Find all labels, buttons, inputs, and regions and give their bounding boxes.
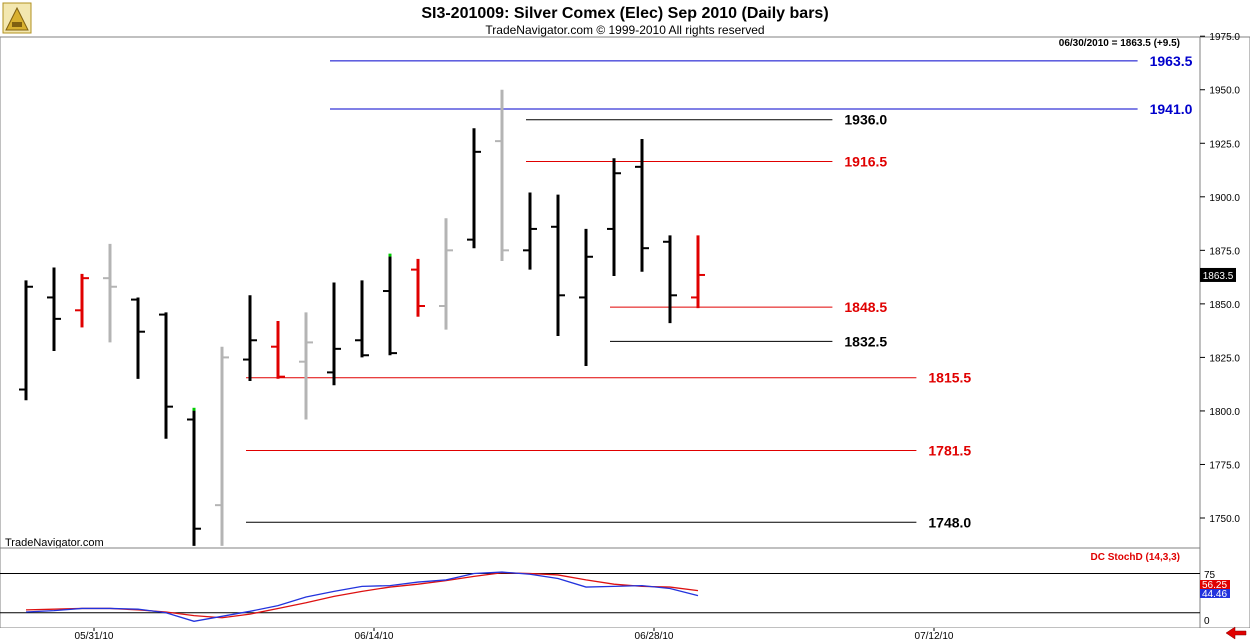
ohlc-bar (75, 273, 89, 328)
price-y-axis: 1750.0 1775.0 1800.0 1825.0 1850.0 1875.0 1900… (1200, 32, 1240, 525)
ohlc-bar (523, 192, 537, 270)
y-tick-label: 1900.0 (1209, 193, 1240, 204)
watermark-text: TradeNavigator.com (5, 537, 104, 549)
ohlc-bar (467, 128, 481, 249)
ohlc-bar (495, 89, 509, 262)
ohlc-bar (131, 297, 145, 379)
scroll-left-arrow-icon[interactable] (1225, 626, 1247, 640)
stochastic-indicator (0, 571, 1200, 622)
stoch-k-value-text: 44.46 (1202, 589, 1227, 600)
x-tick-label: 06/28/10 (635, 631, 674, 642)
indicator-name: DC StochD (14,3,3) (1091, 552, 1180, 563)
ohlc-bar (691, 235, 705, 309)
stoch-k-line (25, 571, 699, 622)
stoch-d-value-tag (1200, 580, 1230, 589)
chart-title: SI3-201009: Silver Comex (Elec) Sep 2010… (421, 5, 828, 22)
level-label: 1941.0 (1150, 101, 1193, 117)
last-price-tag: 1863.5 (1200, 267, 1236, 282)
bar-signal-dot (388, 253, 392, 257)
level-label: 1916.5 (844, 153, 887, 169)
level-label: 1748.0 (928, 514, 971, 530)
last-quote-text: 06/30/2010 = 1863.5 (+9.5) (1059, 38, 1180, 49)
ohlc-bar (19, 280, 33, 401)
level-label: 1832.5 (844, 333, 887, 349)
copyright-text: TradeNavigator.com © 1999-2010 All right… (485, 23, 764, 37)
last-price-tag-text: 1863.5 (1203, 271, 1234, 282)
ohlc-bar (159, 312, 173, 439)
ohlc-bar (355, 280, 369, 358)
level-label: 1963.5 (1150, 53, 1193, 69)
level-label: 1848.5 (844, 299, 887, 315)
ohlc-bar (187, 407, 201, 546)
ohlc-bar (635, 138, 649, 272)
ohlc-bar (243, 295, 257, 381)
x-tick-label: 05/31/10 (75, 631, 114, 642)
ohlc-bar (103, 243, 117, 343)
support-resistance-levels: 1963.5 1941.0 1936.0 1916.5 1848.5 1832.5 1815… (246, 53, 1193, 530)
ohlc-bars (19, 89, 705, 546)
level-label: 1781.5 (928, 443, 971, 459)
x-tick-label: 07/12/10 (915, 631, 954, 642)
y-tick-label: 1875.0 (1209, 246, 1240, 257)
ohlc-bar (327, 282, 341, 386)
ohlc-bar (411, 258, 425, 317)
y-tick-label: 1775.0 (1209, 460, 1240, 471)
ohlc-bar (215, 346, 229, 546)
x-tick-label: 06/14/10 (355, 631, 394, 642)
y-tick-label: 1750.0 (1209, 514, 1240, 525)
ohlc-bar (607, 158, 621, 277)
indicator-tick-0: 0 (1204, 616, 1210, 627)
date-axis-strip (0, 628, 1250, 643)
ohlc-bar (383, 253, 397, 356)
ohlc-bar (299, 312, 313, 420)
level-label: 1815.5 (928, 370, 971, 386)
y-tick-label: 1850.0 (1209, 300, 1240, 311)
price-axis-strip (1199, 36, 1250, 629)
indicator-tick-75: 75 (1204, 570, 1216, 581)
stoch-d-line (25, 572, 699, 619)
y-tick-label: 1800.0 (1209, 407, 1240, 418)
y-tick-label: 1825.0 (1209, 353, 1240, 364)
stoch-k-value-tag (1200, 589, 1230, 598)
ohlc-bar (579, 228, 593, 366)
level-label: 1936.0 (844, 112, 887, 128)
stoch-d-value-text: 56.25 (1202, 580, 1227, 591)
trade-navigator-logo-icon (2, 2, 32, 34)
ohlc-bar (551, 194, 565, 336)
ohlc-bar (663, 235, 677, 324)
ohlc-bar (271, 321, 285, 379)
y-tick-label: 1975.0 (1209, 32, 1240, 43)
bar-signal-dot (192, 407, 196, 411)
y-tick-label: 1950.0 (1209, 86, 1240, 97)
y-tick-label: 1925.0 (1209, 139, 1240, 150)
ohlc-bar (439, 218, 453, 330)
ohlc-bar (47, 267, 61, 351)
date-x-axis: 05/31/10 06/14/10 06/28/10 07/12/10 (75, 628, 954, 642)
